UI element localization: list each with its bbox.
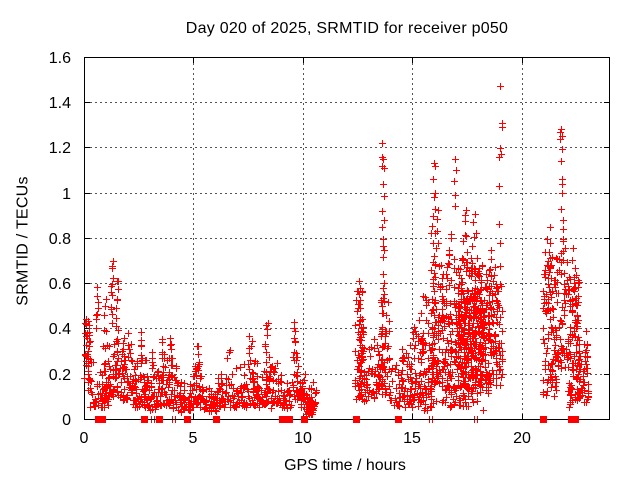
svg-text:0.6: 0.6 [49,276,71,293]
svg-text:SRMTID / TECUs: SRMTID / TECUs [15,176,32,305]
svg-text:5: 5 [189,430,198,447]
svg-text:0: 0 [62,412,71,429]
svg-text:1.2: 1.2 [49,140,71,157]
svg-text:20: 20 [513,430,531,447]
svg-text:0.8: 0.8 [49,231,71,248]
svg-text:0.2: 0.2 [49,367,71,384]
svg-text:Day 020 of 2025, SRMTID for re: Day 020 of 2025, SRMTID for receiver p05… [186,20,508,37]
svg-text:0.4: 0.4 [49,321,71,338]
svg-text:0: 0 [80,430,89,447]
svg-text:1.4: 1.4 [49,95,71,112]
svg-text:1: 1 [62,186,71,203]
svg-text:1.6: 1.6 [49,50,71,67]
svg-text:10: 10 [294,430,312,447]
svg-text:15: 15 [403,430,421,447]
svg-text:GPS time / hours: GPS time / hours [284,457,406,474]
